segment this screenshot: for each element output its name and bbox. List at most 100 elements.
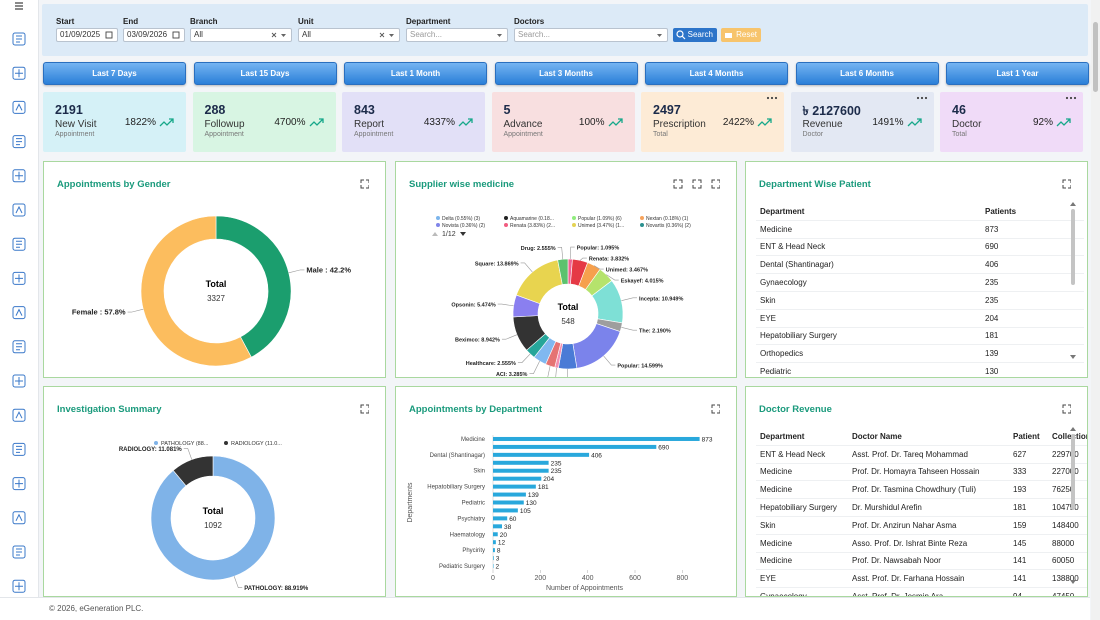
pager-down[interactable] (460, 232, 466, 236)
table-cell: Asst. Prof. Dr. Farhana Hossain (848, 569, 1009, 589)
scroll-thumb[interactable] (1093, 22, 1098, 92)
filter-label: Department (406, 17, 451, 26)
dot[interactable] (1065, 96, 1069, 100)
kpi-title: New Visit (55, 119, 97, 130)
scroll-thumb[interactable] (1071, 209, 1075, 285)
legend-label[interactable]: Aquamarine (0.18... (510, 216, 554, 222)
legend-dot[interactable] (572, 223, 576, 227)
table-cell: Skin (756, 516, 848, 535)
legend-label[interactable]: Delta (0.55%) (3) (442, 216, 480, 222)
legend-label[interactable]: Novista (0.36%) (2) (442, 223, 485, 229)
period-button[interactable]: Last 1 Month (344, 62, 487, 85)
scroll-thumb[interactable] (1071, 434, 1075, 510)
donut-segment (557, 258, 569, 285)
legend-dot[interactable] (640, 223, 644, 227)
column-header: Doctor Name (848, 428, 1009, 446)
legend-label[interactable]: Renata (3.83%) (2... (510, 223, 555, 229)
table-cell: 333 (1009, 463, 1048, 482)
nav-icon[interactable] (12, 545, 26, 559)
expand-icon[interactable] (692, 179, 702, 189)
dot[interactable] (770, 96, 774, 100)
filter-input[interactable]: 03/09/2026 (123, 28, 185, 42)
legend-dot[interactable] (640, 216, 644, 220)
filter-input[interactable]: Search... (406, 28, 508, 42)
filter-input[interactable]: 01/09/2025 (56, 28, 118, 42)
nav-icon[interactable] (12, 340, 26, 354)
legend-dot[interactable] (436, 216, 440, 220)
nav-icon[interactable] (12, 32, 26, 46)
legend-dot[interactable] (436, 223, 440, 227)
expand-icon[interactable] (360, 404, 369, 414)
center-value: 3327 (207, 294, 225, 303)
scroll-up[interactable] (1070, 427, 1076, 431)
scroll-down[interactable] (1070, 355, 1076, 359)
legend-label[interactable]: Nextan (0.18%) (1) (646, 216, 689, 222)
period-button[interactable]: Last 4 Months (645, 62, 788, 85)
expand-icon[interactable] (711, 404, 720, 414)
expand-icon[interactable] (1062, 404, 1071, 414)
expand-icon[interactable] (673, 179, 683, 189)
filter-input[interactable]: All (298, 28, 400, 42)
legend-dot[interactable] (572, 216, 576, 220)
search-button[interactable]: Search (673, 28, 717, 42)
bar-value: 12 (498, 540, 506, 547)
filter-placeholder: Search... (410, 30, 443, 39)
dot[interactable] (1073, 96, 1077, 100)
reset-button[interactable]: Reset (721, 28, 761, 42)
scroll-down[interactable] (1070, 580, 1076, 584)
dot[interactable] (766, 96, 770, 100)
legend-label[interactable]: Novartis (0.36%) (2) (646, 223, 691, 229)
period-button[interactable]: Last 15 Days (193, 62, 337, 85)
period-button[interactable]: Last 7 Days (43, 62, 186, 85)
menu-icon[interactable] (15, 2, 23, 10)
panel-tools (1062, 179, 1071, 189)
nav-icon[interactable] (12, 100, 26, 114)
label-leader (567, 368, 568, 377)
legend-dot[interactable] (504, 216, 508, 220)
dot[interactable] (1069, 96, 1073, 100)
nav-icon[interactable] (12, 579, 26, 593)
period-button[interactable]: Last 6 Months (795, 62, 939, 85)
nav-icon[interactable] (12, 135, 26, 149)
icon-detail (15, 205, 23, 214)
bar-value: 105 (520, 508, 531, 515)
filter-input[interactable]: Search... (514, 28, 668, 42)
legend-dot[interactable] (154, 441, 158, 445)
period-button[interactable]: Last 1 Year (946, 62, 1089, 85)
icon-frame (12, 306, 26, 320)
nav-icon[interactable] (12, 271, 26, 285)
nav-icon[interactable] (12, 477, 26, 491)
label-leader (127, 308, 144, 313)
nav-icon[interactable] (12, 203, 26, 217)
reset-label: Reset (736, 30, 757, 39)
segment-label: PATHOLOGY: 88.919% (244, 586, 309, 592)
nav-icon[interactable] (12, 374, 26, 388)
nav-icon[interactable] (12, 237, 26, 251)
expand-icon[interactable] (360, 179, 369, 189)
legend-label[interactable]: RADIOLOGY (11.0... (231, 441, 282, 447)
nav-icon[interactable] (12, 306, 26, 320)
period-button[interactable]: Last 3 Months (494, 62, 638, 85)
legend-label[interactable]: Unimed (3.47%) (1... (578, 223, 624, 229)
nav-icon[interactable] (12, 511, 26, 525)
legend-label[interactable]: Popular (1.09%) (6) (578, 216, 622, 222)
scroll-up[interactable] (1070, 202, 1076, 206)
nav-icon[interactable] (12, 66, 26, 80)
label-leader (557, 247, 564, 260)
expand-icon[interactable] (711, 179, 720, 189)
nav-icon[interactable] (12, 442, 26, 456)
dot[interactable] (774, 96, 778, 100)
dot[interactable] (920, 96, 923, 100)
dot[interactable] (916, 96, 919, 100)
scrollbar[interactable] (1091, 0, 1100, 620)
filter-input[interactable]: All (190, 28, 292, 42)
nav-icon[interactable] (12, 408, 26, 422)
pager-up[interactable] (432, 232, 438, 236)
expand-icon[interactable] (1062, 179, 1071, 189)
legend-label[interactable]: PATHOLOGY (88... (161, 441, 209, 447)
legend-dot[interactable] (504, 223, 508, 227)
dot[interactable] (924, 96, 927, 100)
icon-frame (12, 511, 26, 525)
nav-icon[interactable] (12, 169, 26, 183)
legend-dot[interactable] (224, 441, 228, 445)
